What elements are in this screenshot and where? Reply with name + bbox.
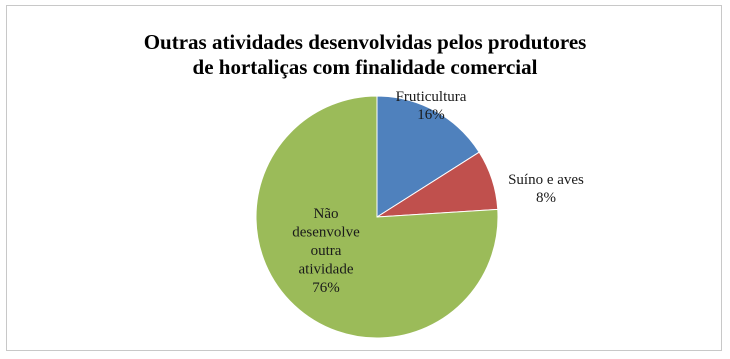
slice-value-label: 8% (536, 190, 556, 206)
slice-label-2: Suíno e aves 8% (508, 172, 584, 206)
pie-slice-3 (255, 95, 499, 339)
slice-name-label: desenvolve (292, 225, 360, 241)
slice-name-label: atividade (299, 262, 354, 278)
slice-name-label: Não (314, 206, 339, 222)
slice-label-1: Fruticultura 16% (396, 89, 467, 123)
slice-label-3: Não desenvolve outra atividade 76% (292, 206, 360, 296)
slice-value-label: 16% (417, 107, 445, 123)
slice-name-label: outra (311, 243, 342, 259)
slice-value-label: 76% (312, 280, 340, 296)
pie-slice-1 (376, 95, 480, 218)
chart-title-line-2: de hortaliças com finalidade comercial (192, 55, 538, 79)
chart-title: Outras atividades desenvolvidas pelos pr… (7, 30, 723, 80)
slice-name-label: Fruticultura (396, 89, 467, 105)
chart-title-line-1: Outras atividades desenvolvidas pelos pr… (143, 30, 587, 54)
slice-name-label: Suíno e aves (508, 172, 584, 188)
